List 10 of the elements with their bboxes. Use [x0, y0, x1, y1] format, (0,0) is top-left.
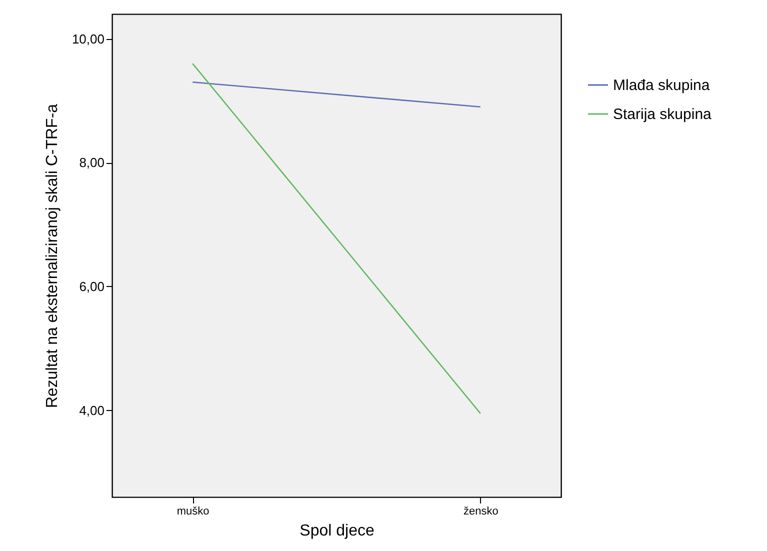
y-tick-label: 6,00: [79, 278, 104, 294]
y-axis-title: Rezultat na eksternaliziranoj skali C-TRF-a: [44, 104, 61, 408]
y-tick-label: 8,00: [79, 155, 104, 170]
legend-label: Starija skupina: [613, 106, 712, 123]
x-tick-label: muško: [176, 506, 210, 518]
legend-label: Mlađa skupina: [613, 77, 710, 94]
x-axis-title: Spol djece: [300, 522, 374, 540]
y-tick-label: 10,00: [72, 31, 104, 46]
y-tick-label: 4,00: [79, 402, 104, 418]
x-tick-label: žensko: [463, 506, 498, 518]
